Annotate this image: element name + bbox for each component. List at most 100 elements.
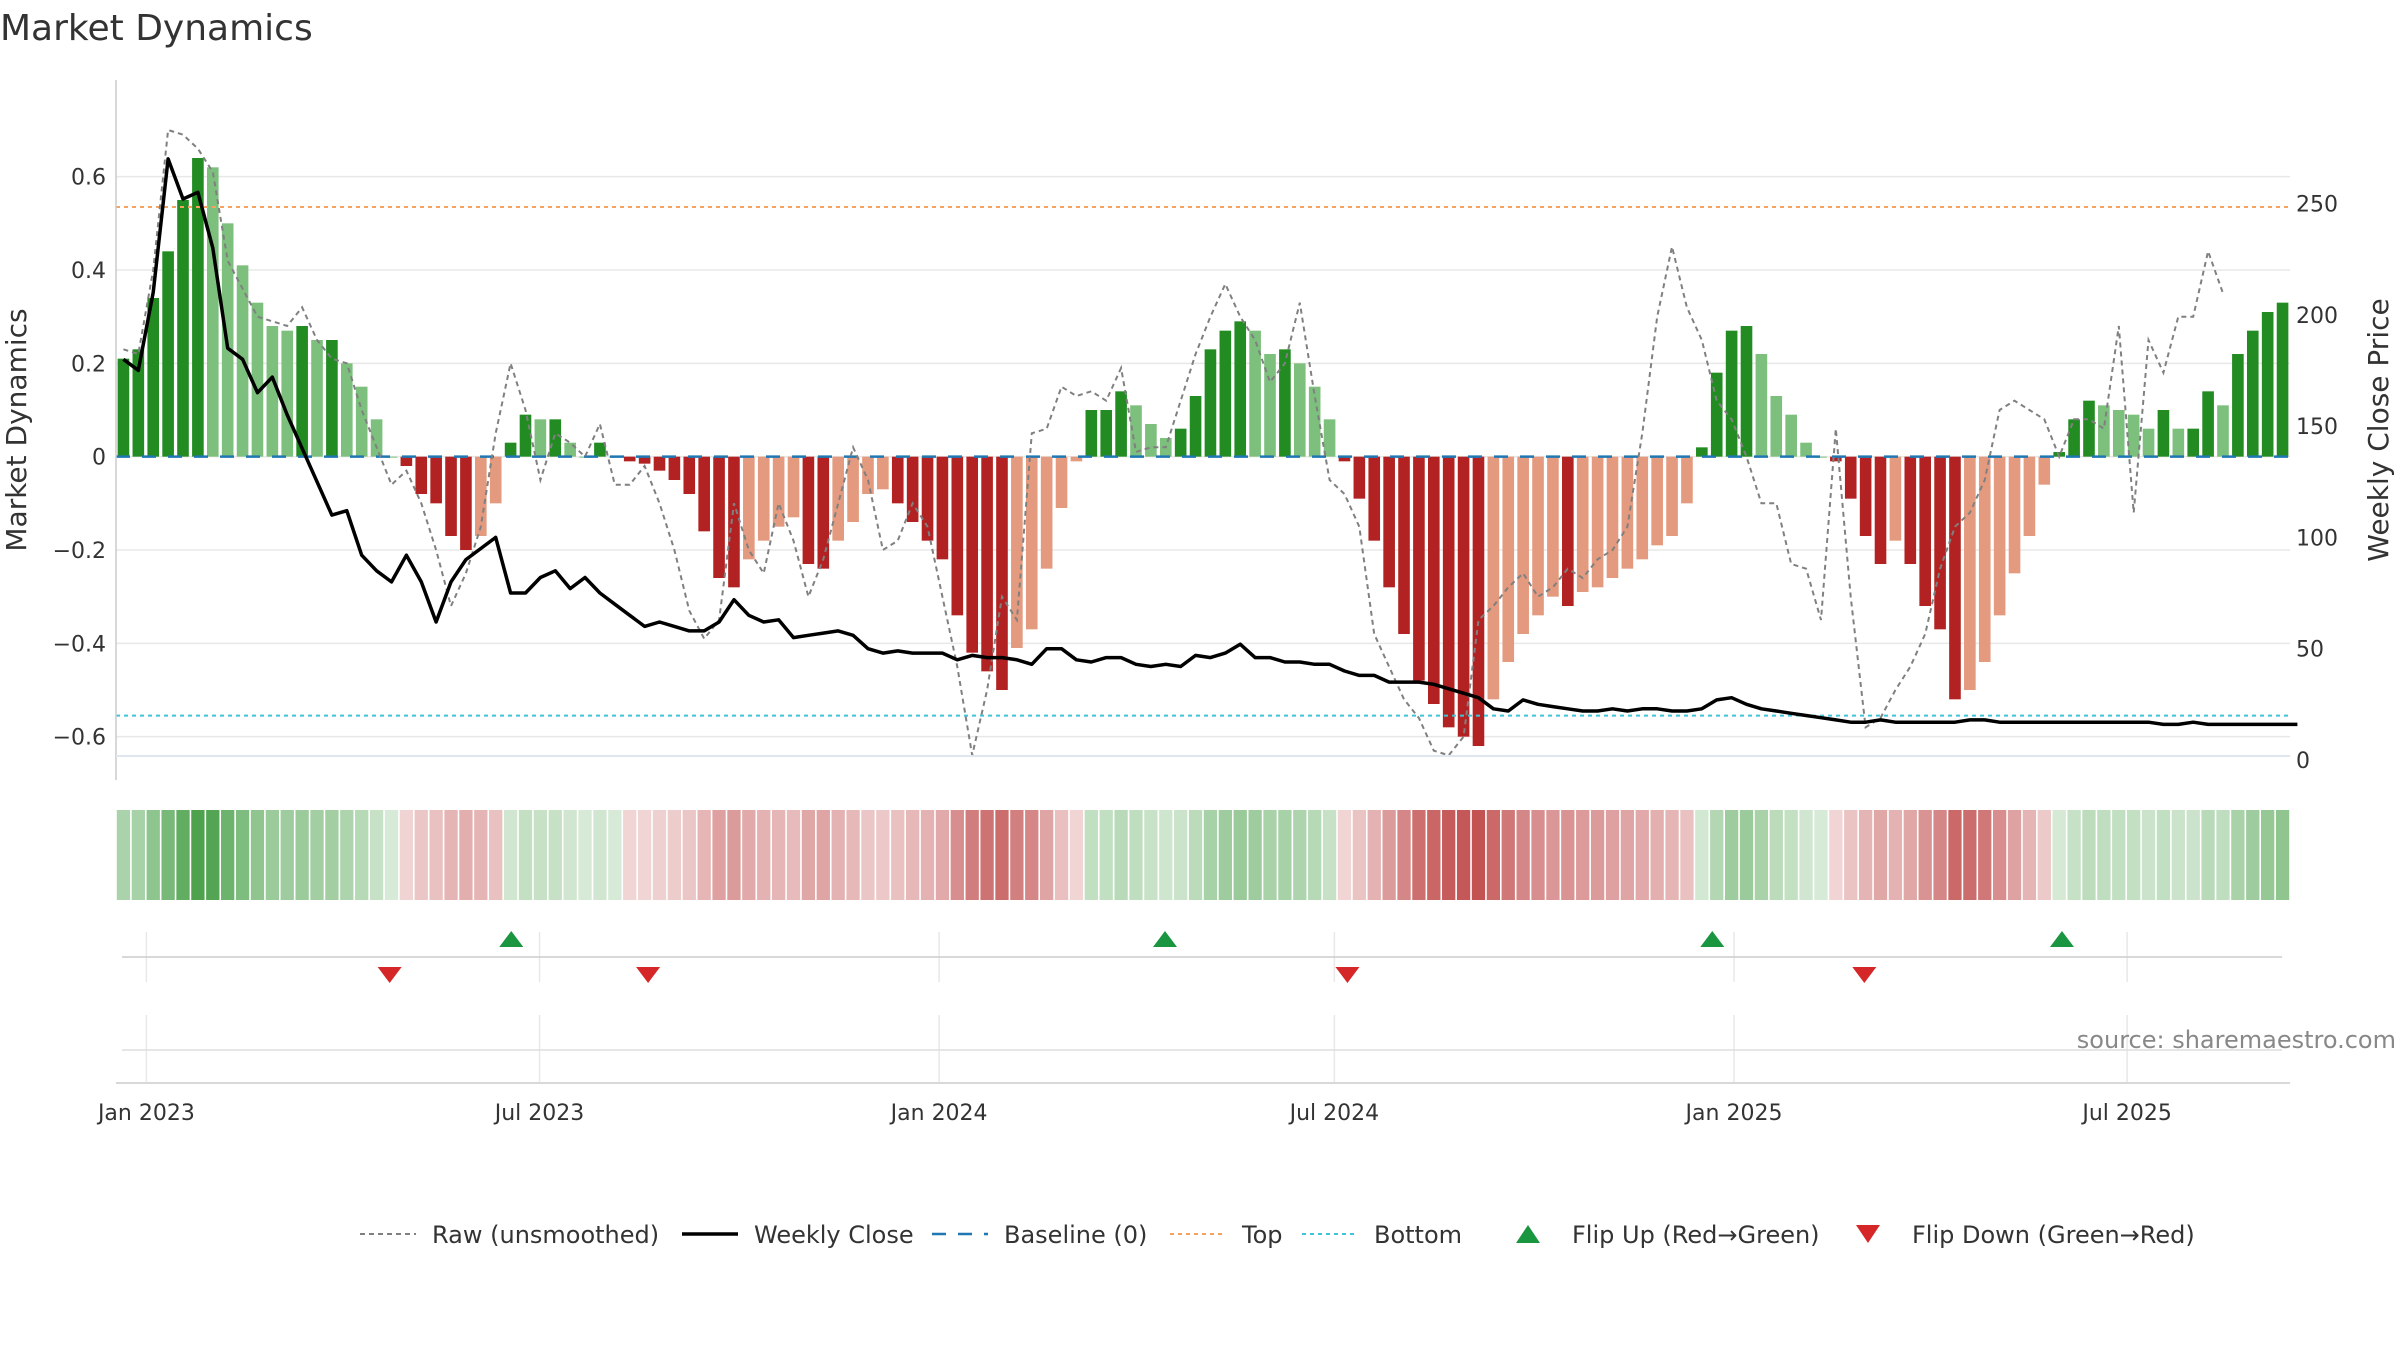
bar [668,456,681,480]
bar [400,456,413,466]
right-tick-label: 200 [2296,304,2338,329]
heat-cell [2037,810,2051,900]
heat-cell [191,810,205,900]
bar [1681,456,1693,504]
legend-item-bottom: Bottom [1302,1221,1462,1249]
bar [1606,456,1619,578]
heat-cell [250,810,265,900]
heat-cell [1695,810,1709,900]
bar [564,442,576,457]
heat-cell [2112,810,2126,900]
heat-cell [608,810,622,900]
bar [519,414,532,457]
bar [534,419,547,457]
heat-cell [1531,810,1545,900]
heat-cell [1665,810,1679,900]
bar [192,158,204,457]
heat-cell [1814,810,1828,900]
heat-cell [2216,810,2230,900]
heat-cell [563,810,577,900]
heat-cell [265,810,279,900]
bar [1413,456,1425,681]
bar [1889,456,1902,541]
bar [996,456,1008,690]
bar [445,456,457,536]
bar [832,456,844,541]
heat-cell [1471,810,1486,900]
bar [817,456,830,569]
heat-cell [1337,810,1352,900]
heat-cell [1203,810,1218,900]
bar [1993,456,2006,616]
heat-cell [176,810,190,900]
heat-cell [712,810,726,900]
heat-cell [1992,810,2007,900]
heat-cell [1382,810,1396,900]
bar [1308,386,1321,457]
bar [862,456,874,494]
left-axis-label: Market Dynamics [0,308,33,551]
bar [683,456,696,494]
heat-cell [1799,810,1813,900]
flip-down-marker [636,967,661,983]
x-tick-label: Jul 2023 [493,1101,585,1126]
bar [1934,456,1946,630]
bar [1025,456,1038,630]
heat-cell [1397,810,1411,900]
flip-up-marker [499,931,524,947]
bar [1964,456,1976,690]
bar [1591,456,1604,588]
heat-cell [1948,810,1962,900]
heat-cell [1635,810,1649,900]
x-tick-label: Jan 2025 [1684,1101,1783,1126]
bar [162,251,174,457]
heat-cell [652,810,667,900]
axes-layer: −0.6 −0.4 −0.2 0 0.2 0.4 0.6 0 50 100 150 200 250 [53,80,2338,780]
flip-down-marker [1852,967,1877,983]
bar [1844,456,1857,499]
heat-cell [2052,810,2066,900]
bar [921,456,934,541]
heat-cell [1486,810,1501,900]
heat-cell [2067,810,2081,900]
bar [132,349,145,457]
heat-cell [355,810,369,900]
heat-cell [2275,810,2290,900]
flip-up-marker [2049,931,2074,947]
bar [847,456,859,522]
right-tick-label: 50 [2296,638,2324,663]
bar [1562,456,1574,606]
bar [2172,428,2185,457]
bar [460,456,472,550]
bar [1621,456,1634,569]
heat-cell [429,810,443,900]
heat-cell [444,810,458,900]
bar [2008,456,2021,574]
heat-cell [1040,810,1054,900]
bar [743,456,755,560]
heat-cell [905,810,920,900]
bar [1264,354,1276,457]
bar [1576,456,1589,592]
legend-label: Baseline (0) [1004,1221,1147,1249]
heat-cell [2082,810,2096,900]
heat-cell [593,810,607,900]
bar [1383,456,1395,588]
heat-cell [310,810,324,900]
legend-label: Raw (unsmoothed) [432,1221,659,1249]
bars-layer [117,158,2289,746]
bar [906,456,919,522]
heat-cell [1456,810,1471,900]
bar [713,456,725,578]
right-tick-label: 100 [2296,526,2338,551]
x-tick-label: Jan 2023 [96,1101,195,1126]
bar [1100,410,1113,457]
legend-swatch [1856,1225,1880,1243]
legend-item-baseline: Baseline (0) [932,1221,1147,1249]
bar [1725,330,1738,457]
heat-cell [518,810,533,900]
heat-cell [1784,810,1798,900]
bar [1710,372,1723,457]
bar [504,442,517,457]
heat-cell [414,810,428,900]
